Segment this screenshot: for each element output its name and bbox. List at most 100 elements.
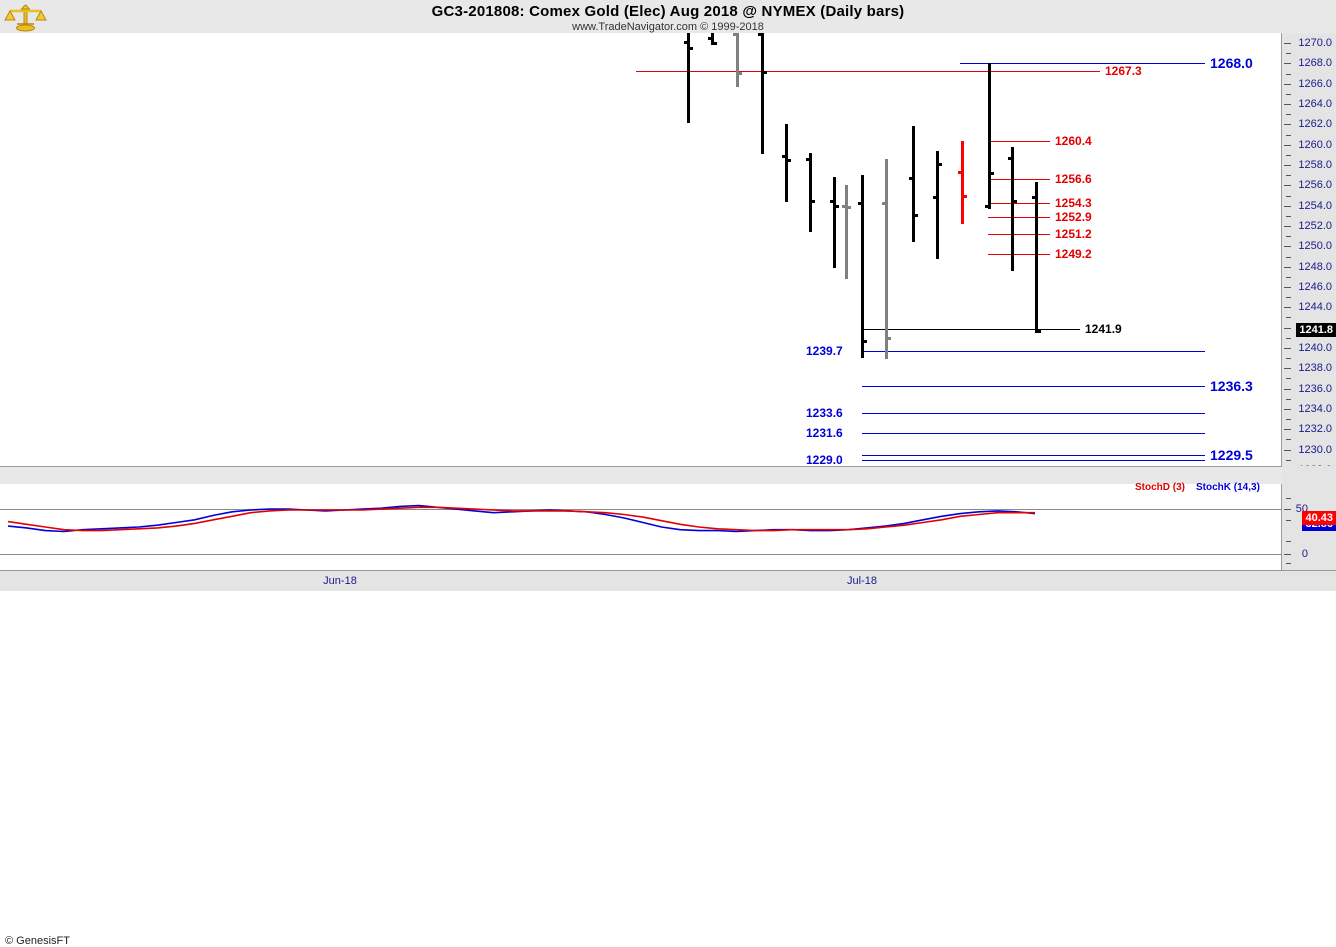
price-axis-tick — [1284, 144, 1291, 146]
price-axis-label: 1270.0 — [1298, 37, 1332, 50]
price-axis-minor-tick — [1286, 297, 1291, 299]
bar-high-low — [988, 63, 991, 209]
ohlc-bar[interactable] — [958, 140, 968, 224]
price-axis-tick — [1284, 408, 1291, 410]
price-axis-tick — [1284, 368, 1291, 370]
ohlc-bar[interactable] — [708, 33, 718, 46]
price-level-label: 1260.4 — [1055, 133, 1092, 148]
ohlc-bar[interactable] — [830, 177, 840, 268]
price-chart-pane[interactable]: 1268.0 1267.3 1260.4 1256.6 1254.3 1252.9 1251… — [0, 33, 1282, 480]
price-level-label: 1239.7 — [806, 343, 843, 358]
price-axis-tick — [1284, 286, 1291, 288]
ohlc-bar[interactable] — [782, 124, 792, 202]
ohlc-bar[interactable] — [882, 158, 892, 360]
bar-high-low — [885, 158, 888, 360]
date-axis[interactable]: Jun-18 Jul-18 — [0, 570, 1336, 591]
price-axis-minor-tick — [1286, 175, 1291, 177]
bar-close-tick — [1037, 329, 1041, 333]
price-level-line[interactable] — [862, 385, 1205, 387]
bar-open-tick — [842, 204, 846, 208]
price-axis-minor-tick — [1286, 114, 1291, 116]
price-level-line[interactable] — [988, 216, 1050, 218]
price-axis-tick — [1284, 347, 1291, 349]
bar-open-tick — [1032, 195, 1036, 199]
bar-close-tick — [713, 42, 717, 46]
price-level-line[interactable] — [988, 140, 1050, 142]
price-axis-label: 1230.0 — [1298, 443, 1332, 456]
price-level-line[interactable] — [862, 412, 1205, 414]
bar-high-low — [845, 185, 848, 279]
oscillator-axis[interactable]: 500 32.8640.43 — [1282, 484, 1336, 570]
oscillator-legend-item: StochK (14,3) — [1196, 482, 1260, 493]
price-level-label: 1249.2 — [1055, 247, 1092, 262]
price-level-line[interactable] — [988, 234, 1050, 236]
ohlc-bar[interactable] — [1032, 182, 1042, 333]
price-axis-tick — [1284, 388, 1291, 390]
bar-high-low — [687, 33, 690, 124]
bar-high-low — [1035, 182, 1038, 333]
price-level-line[interactable] — [862, 433, 1205, 435]
oscillator-legend-item: StochD (3) — [1135, 482, 1185, 493]
bar-open-tick — [830, 199, 834, 203]
ohlc-bar[interactable] — [684, 33, 694, 124]
price-axis[interactable]: 1270.0 1268.0 1266.0 1264.0 1262.0 1260.0 1258… — [1282, 33, 1336, 480]
bar-high-low — [761, 33, 764, 154]
ohlc-bar[interactable] — [733, 33, 743, 87]
ohlc-bar[interactable] — [1008, 146, 1018, 271]
bar-open-tick — [882, 201, 886, 205]
price-axis-minor-tick — [1286, 256, 1291, 258]
ohlc-bar[interactable] — [909, 126, 919, 243]
bar-close-tick — [963, 194, 967, 198]
price-level-line[interactable] — [862, 454, 1205, 456]
oscillator-line — [7, 506, 1035, 532]
price-axis-minor-tick — [1286, 459, 1291, 461]
ohlc-bar[interactable] — [758, 33, 768, 154]
oscillator-axis-tick — [1284, 553, 1291, 555]
ohlc-bar[interactable] — [842, 185, 852, 279]
ohlc-bar[interactable] — [985, 63, 995, 209]
price-level-line[interactable] — [960, 63, 1205, 65]
stochastic-pane[interactable]: StochD (3) StochK (14,3) — [0, 482, 1282, 570]
bar-high-low — [1011, 146, 1014, 271]
price-axis-tick — [1284, 83, 1291, 85]
bar-high-low — [861, 175, 864, 359]
price-axis-minor-tick — [1286, 215, 1291, 217]
price-axis-minor-tick — [1286, 73, 1291, 75]
price-axis-tick — [1284, 124, 1291, 126]
price-axis-label: 1268.0 — [1298, 57, 1332, 70]
price-axis-minor-tick — [1286, 337, 1291, 339]
price-axis-label: 1254.0 — [1298, 199, 1332, 212]
price-axis-label: 1262.0 — [1298, 118, 1332, 131]
ohlc-bar[interactable] — [858, 175, 868, 359]
bar-close-tick — [689, 47, 693, 51]
oscillator-axis-minor-tick — [1286, 541, 1291, 543]
genesis-copyright: © GenesisFT — [5, 935, 70, 947]
price-level-line[interactable] — [863, 328, 1080, 330]
price-axis-label: 1238.0 — [1298, 362, 1332, 375]
bar-close-tick — [847, 205, 851, 209]
price-level-line[interactable] — [862, 459, 1205, 461]
price-level-line[interactable] — [862, 350, 1205, 352]
ohlc-bar[interactable] — [933, 150, 943, 259]
bar-high-low — [809, 152, 812, 233]
bar-high-low — [785, 124, 788, 202]
price-axis-label: 1266.0 — [1298, 77, 1332, 90]
ohlc-bar[interactable] — [806, 152, 816, 233]
price-level-line[interactable] — [988, 202, 1050, 204]
oscillator-plot — [7, 504, 1036, 533]
price-axis-tick — [1284, 226, 1291, 228]
price-level-line[interactable] — [636, 70, 1100, 72]
pane-divider: © GenesisFT — [0, 466, 1282, 947]
bar-close-tick — [863, 339, 867, 343]
bar-open-tick — [909, 177, 913, 181]
oscillator-reference-line — [0, 553, 1282, 555]
price-axis-minor-tick — [1286, 439, 1291, 441]
price-level-label: 1268.0 — [1210, 55, 1253, 72]
price-level-line[interactable] — [988, 179, 1050, 181]
axis-gap — [1282, 466, 1336, 484]
price-level-line[interactable] — [988, 254, 1050, 256]
page-title: GC3-201808: Comex Gold (Elec) Aug 2018 @… — [431, 3, 905, 20]
price-level-label: 1241.9 — [1085, 321, 1122, 336]
bar-open-tick — [858, 201, 862, 205]
price-axis-label: 1232.0 — [1298, 423, 1332, 436]
